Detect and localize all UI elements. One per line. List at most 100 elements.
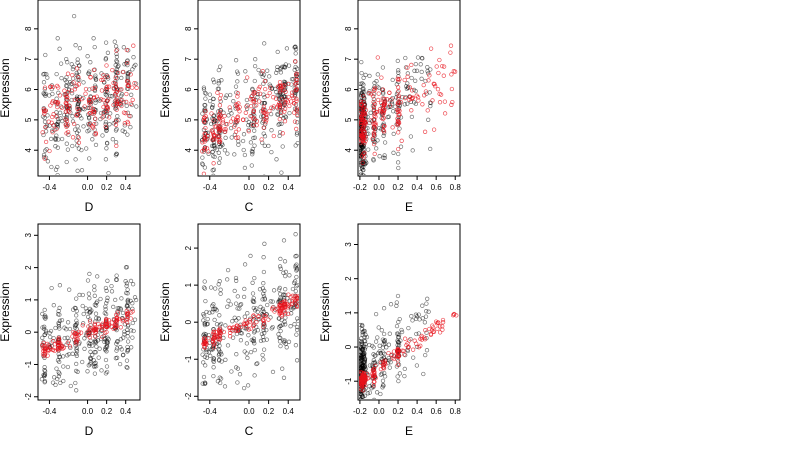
red-data-point (125, 60, 130, 66)
black-data-point (242, 286, 247, 292)
red-data-point (290, 93, 295, 98)
red-data-point (54, 126, 59, 132)
black-data-point (411, 87, 417, 93)
red-data-point (200, 140, 205, 145)
red-data-point (437, 100, 443, 105)
y-tick-label: 4 (344, 147, 353, 152)
red-data-point (396, 100, 401, 105)
black-data-point (211, 365, 216, 370)
red-data-point (55, 83, 60, 89)
x-tick-label: 0.0 (243, 183, 255, 192)
black-data-point (201, 285, 207, 290)
black-data-point (359, 339, 364, 344)
black-data-point (293, 44, 298, 50)
x-tick-label: 0.2 (392, 407, 404, 416)
black-data-point (256, 67, 261, 73)
red-data-point (247, 318, 252, 323)
red-data-point (114, 48, 119, 53)
red-data-point (389, 352, 394, 357)
red-data-point (427, 326, 432, 332)
black-data-point (42, 368, 47, 373)
red-data-point (125, 83, 130, 88)
red-data-point (115, 70, 121, 76)
red-data-point (359, 102, 364, 107)
red-data-point (209, 128, 214, 133)
x-tick-label: 0.4 (120, 183, 132, 192)
black-data-point (294, 274, 299, 280)
red-data-point (419, 335, 424, 340)
red-data-point (372, 379, 377, 385)
red-data-point (371, 366, 376, 372)
red-data-point (113, 82, 118, 87)
black-data-point (87, 271, 92, 277)
red-data-point (260, 69, 265, 74)
black-data-point (130, 301, 135, 306)
red-data-point (104, 329, 109, 335)
black-data-point (425, 69, 430, 74)
black-data-point (78, 183, 82, 187)
red-data-point (395, 100, 401, 106)
red-data-point (105, 74, 110, 79)
red-data-point (441, 73, 446, 78)
black-data-point (81, 124, 86, 129)
red-data-point (128, 72, 133, 77)
red-data-point (359, 387, 364, 392)
black-data-point (428, 146, 433, 152)
black-data-point (261, 338, 266, 343)
red-data-point (45, 353, 50, 358)
black-data-point (250, 150, 255, 155)
black-data-point (425, 296, 430, 301)
black-data-point (229, 135, 234, 140)
black-data-point (98, 296, 103, 302)
black-data-point (271, 288, 277, 293)
black-data-point (128, 278, 134, 284)
black-data-point (293, 51, 298, 56)
black-data-point (80, 292, 85, 298)
black-data-point (281, 238, 287, 243)
red-data-point (202, 115, 207, 120)
black-data-point (413, 61, 418, 67)
black-data-point (79, 116, 84, 121)
red-data-point (437, 91, 442, 97)
red-data-point (398, 100, 404, 105)
red-data-point (387, 103, 393, 108)
black-data-point (104, 364, 110, 369)
red-data-point (275, 105, 280, 110)
red-data-point (116, 87, 121, 92)
red-data-point (47, 148, 52, 154)
black-data-point (423, 314, 429, 319)
black-data-point (217, 156, 223, 161)
black-data-point (73, 380, 78, 386)
red-data-point (396, 348, 401, 353)
red-data-point (211, 345, 217, 350)
black-data-point (395, 374, 400, 379)
red-data-point (125, 119, 130, 125)
black-data-point (55, 172, 60, 175)
red-data-point (42, 352, 48, 357)
black-data-point (93, 73, 98, 78)
black-data-point (125, 348, 130, 353)
black-data-point (360, 420, 364, 424)
red-data-point (436, 70, 441, 76)
red-data-point (257, 99, 262, 104)
black-data-point (283, 315, 288, 320)
black-data-point (360, 88, 366, 94)
red-data-point (372, 126, 377, 131)
black-data-point (210, 103, 216, 108)
black-data-point (280, 144, 285, 149)
black-data-point (423, 78, 428, 84)
black-data-point (66, 87, 72, 93)
black-data-point (106, 170, 111, 175)
black-data-point (92, 371, 98, 376)
x-tick-label: 0.2 (101, 183, 113, 192)
black-data-point (203, 363, 208, 368)
red-data-point (235, 94, 240, 99)
red-data-point (94, 94, 99, 99)
black-data-point (395, 293, 401, 299)
red-data-point (218, 127, 223, 132)
black-data-point (120, 128, 125, 133)
red-data-point (113, 84, 119, 89)
red-data-point (396, 130, 401, 135)
red-data-point (74, 332, 79, 337)
black-data-point (103, 40, 109, 45)
